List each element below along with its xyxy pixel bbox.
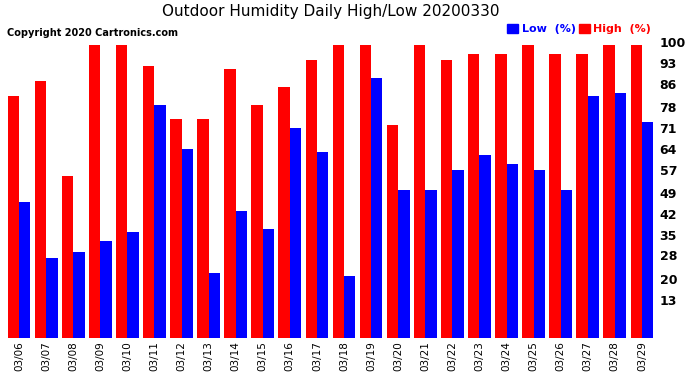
- Bar: [522, 45, 533, 338]
- Legend: Low  (%), High  (%): Low (%), High (%): [507, 24, 651, 34]
- Bar: [116, 45, 128, 338]
- Bar: [631, 45, 642, 338]
- Bar: [224, 69, 236, 338]
- Title: Outdoor Humidity Daily High/Low 20200330: Outdoor Humidity Daily High/Low 20200330: [161, 4, 500, 19]
- Bar: [642, 122, 653, 338]
- Bar: [62, 176, 73, 338]
- Bar: [495, 54, 506, 338]
- Bar: [19, 202, 30, 338]
- Bar: [197, 119, 208, 338]
- Bar: [615, 93, 627, 338]
- Bar: [208, 273, 220, 338]
- Bar: [371, 78, 382, 338]
- Bar: [34, 81, 46, 338]
- Bar: [306, 60, 317, 338]
- Bar: [344, 276, 355, 338]
- Bar: [73, 252, 85, 338]
- Bar: [549, 54, 561, 338]
- Text: Copyright 2020 Cartronics.com: Copyright 2020 Cartronics.com: [8, 28, 179, 38]
- Bar: [441, 60, 453, 338]
- Bar: [46, 258, 57, 338]
- Bar: [143, 66, 155, 338]
- Bar: [155, 105, 166, 338]
- Bar: [387, 125, 398, 338]
- Bar: [170, 119, 181, 338]
- Bar: [588, 96, 599, 338]
- Bar: [236, 211, 247, 338]
- Bar: [290, 128, 302, 338]
- Bar: [480, 155, 491, 338]
- Bar: [506, 164, 518, 338]
- Bar: [333, 45, 344, 338]
- Bar: [576, 54, 588, 338]
- Bar: [279, 87, 290, 338]
- Bar: [100, 241, 112, 338]
- Bar: [425, 190, 437, 338]
- Bar: [414, 45, 425, 338]
- Bar: [128, 232, 139, 338]
- Bar: [604, 45, 615, 338]
- Bar: [89, 45, 100, 338]
- Bar: [561, 190, 572, 338]
- Bar: [317, 152, 328, 338]
- Bar: [533, 170, 545, 338]
- Bar: [453, 170, 464, 338]
- Bar: [251, 105, 263, 338]
- Bar: [468, 54, 480, 338]
- Bar: [263, 229, 274, 338]
- Bar: [8, 96, 19, 338]
- Bar: [181, 149, 193, 338]
- Bar: [359, 45, 371, 338]
- Bar: [398, 190, 410, 338]
